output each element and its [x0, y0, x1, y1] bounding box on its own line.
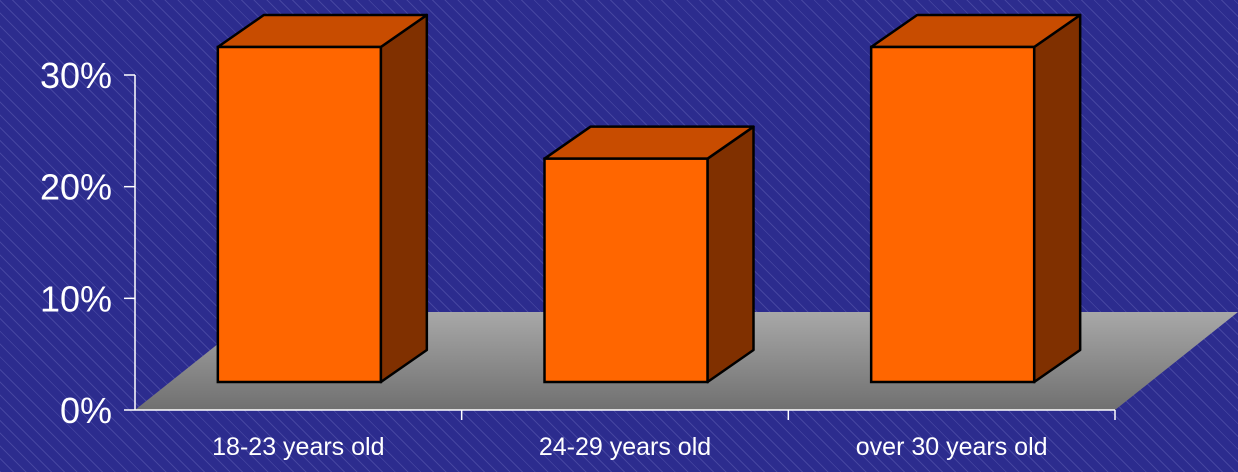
x-category-label: 18-23 years old	[212, 433, 384, 461]
bar-front	[869, 45, 1036, 384]
bar-side	[379, 13, 429, 384]
bar	[216, 13, 429, 384]
bar	[543, 125, 755, 384]
y-tick-label: 10%	[40, 278, 112, 319]
bar-front	[216, 45, 383, 384]
x-category-label: 24-29 years old	[539, 433, 711, 461]
bar-front	[543, 157, 709, 384]
bar-side	[1032, 13, 1082, 384]
x-category-label: over 30 years old	[856, 433, 1048, 461]
bar-side	[706, 125, 755, 384]
y-tick-label: 20%	[40, 167, 112, 208]
y-tick-label: 0%	[60, 390, 112, 431]
y-tick-label: 30%	[40, 55, 112, 96]
bar	[869, 13, 1082, 384]
